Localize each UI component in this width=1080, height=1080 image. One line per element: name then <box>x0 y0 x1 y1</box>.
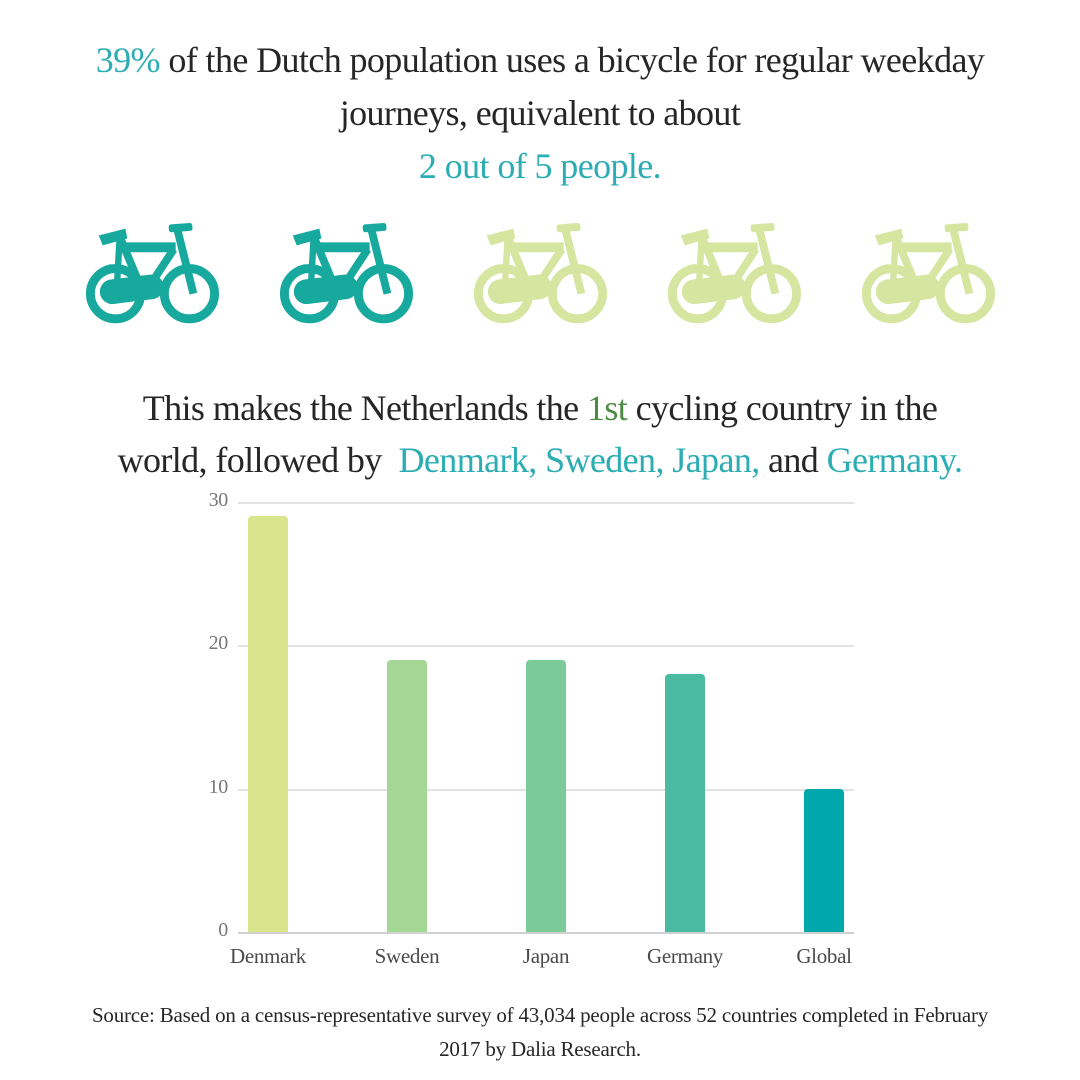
text-line: 2017 by Dalia Research. <box>439 1037 641 1061</box>
bar-global <box>804 788 844 932</box>
bicycle-icon <box>279 223 414 324</box>
bar-chart: 30 20 10 0 Denmark Sweden Japan Germany Global <box>180 489 870 982</box>
bar-denmark <box>248 516 288 932</box>
x-axis-category-label: Sweden <box>374 944 440 968</box>
headline: 39% of the Dutch population uses a bicyc… <box>0 34 1080 193</box>
text-line: world, followed by Denmark, Sweden, Japa… <box>0 434 1080 486</box>
bicycle-icon <box>473 223 608 324</box>
bicycle-icon <box>667 223 802 324</box>
x-axis-category-label: Global <box>796 944 852 968</box>
gridline-0 <box>238 932 854 934</box>
bicycle-icon <box>861 223 996 324</box>
bicycle-icon <box>85 223 220 324</box>
gridline-20 <box>238 645 854 648</box>
text-segment: world, followed by <box>117 440 399 480</box>
text-line: 39% of the Dutch population uses a bicyc… <box>0 34 1080 87</box>
y-axis-tick-label: 0 <box>218 919 228 941</box>
gridline-30 <box>238 502 854 504</box>
y-axis-tick-label: 30 <box>208 489 229 511</box>
y-axis-tick-label: 20 <box>208 632 229 655</box>
text-segment: This makes the Netherlands the <box>142 388 587 428</box>
text-line: Source: Based on a census-representative… <box>91 1003 989 1027</box>
text-segment: 1st <box>586 388 628 428</box>
text-segment: cycling country in the <box>627 388 938 428</box>
source-note: Source: Based on a census-representative… <box>0 998 1080 1066</box>
text-line: journeys, equivalent to about <box>0 87 1080 140</box>
text-segment: of the Dutch population uses a bicycle f… <box>159 40 985 80</box>
bicycle-icons-row <box>0 214 1080 330</box>
text-segment: journeys, equivalent to about <box>339 93 741 133</box>
text-segment: Denmark, Sweden, Japan, <box>398 440 761 480</box>
y-axis-tick-label: 10 <box>208 775 229 798</box>
text-line: 2 out of 5 people. <box>0 140 1080 193</box>
text-segment: Germany. <box>826 440 963 480</box>
text-line: This makes the Netherlands the 1st cycli… <box>0 382 1080 434</box>
text-segment: and <box>759 440 827 480</box>
text-segment: 39% <box>95 40 161 80</box>
statement: This makes the Netherlands the 1st cycli… <box>0 382 1080 486</box>
text-segment: 2 out of 5 people. <box>418 146 662 186</box>
plot-area: 30 20 10 0 Denmark Sweden Japan Germany Global <box>209 489 854 968</box>
bar-germany <box>665 674 705 932</box>
x-axis-category-label: Japan <box>522 944 570 968</box>
x-axis-category-label: Germany <box>646 944 724 968</box>
bar-japan <box>526 659 566 932</box>
x-axis-category-label: Denmark <box>229 944 307 968</box>
bar-sweden <box>387 659 427 932</box>
